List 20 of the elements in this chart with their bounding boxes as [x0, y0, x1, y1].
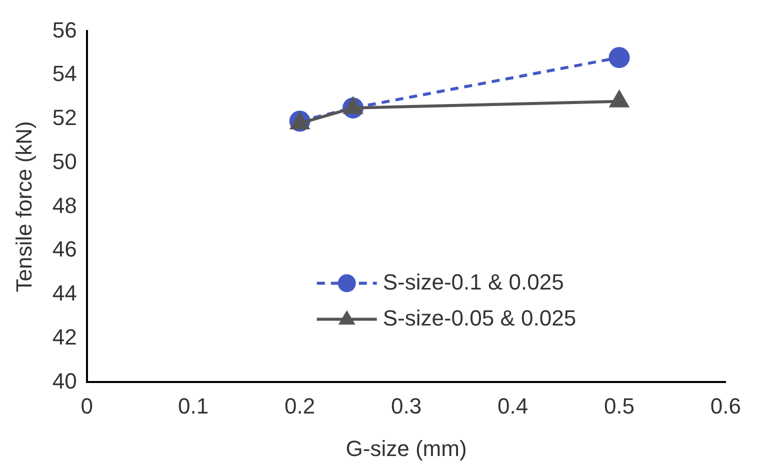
- x-tick-label: 0.5: [604, 393, 635, 418]
- y-tick-label: 46: [52, 236, 77, 262]
- y-tick-label: 48: [52, 192, 77, 218]
- y-tick-label: 52: [52, 105, 77, 130]
- y-tick-label: 50: [52, 148, 77, 174]
- y-tick-label: 40: [52, 368, 77, 394]
- y-tick-label: 56: [52, 17, 77, 42]
- legend-label: S-size-0.05 & 0.025: [382, 305, 576, 330]
- y-axis-title: Tensile force (kN): [11, 121, 36, 292]
- y-tick-label: 54: [52, 61, 77, 86]
- x-tick-label: 0.4: [497, 393, 528, 418]
- legend-label: S-size-0.1 & 0.025: [382, 269, 564, 294]
- x-tick-label: 0.3: [390, 393, 422, 418]
- x-tick-label: 0.2: [284, 393, 316, 418]
- x-tick-label: 0.1: [178, 393, 209, 418]
- x-axis-title: G-size (mm): [346, 436, 467, 461]
- y-tick-label: 44: [52, 280, 77, 306]
- x-tick-label: 0: [80, 393, 93, 418]
- y-tick-label: 42: [52, 324, 77, 350]
- x-tick-label: 0.6: [710, 393, 742, 418]
